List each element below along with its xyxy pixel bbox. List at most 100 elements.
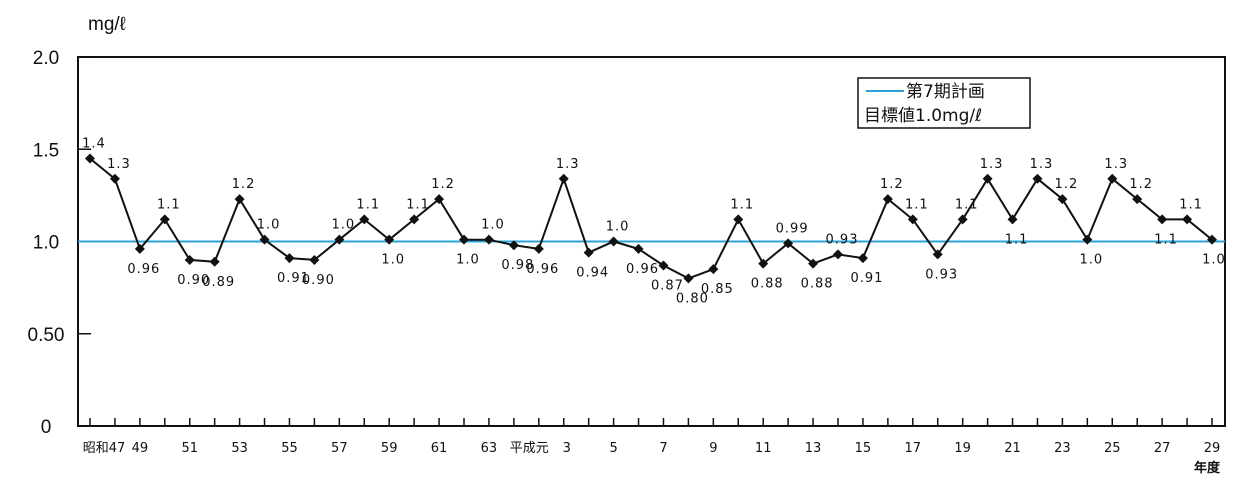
data-point <box>658 260 669 271</box>
x-tick-label: 27 <box>1154 441 1171 456</box>
data-point <box>184 254 195 265</box>
data-point <box>359 214 370 225</box>
data-label: 0.93 <box>826 232 859 247</box>
data-label: 0.90 <box>302 273 335 288</box>
data-point <box>1157 214 1168 225</box>
data-label: 1.1 <box>905 197 929 212</box>
data-point <box>758 258 769 269</box>
data-point <box>259 234 270 245</box>
y-tick-label: 1.0 <box>33 233 59 254</box>
data-label: 0.88 <box>801 277 834 292</box>
x-tick-label: 61 <box>431 441 448 456</box>
x-tick-label: 3 <box>563 441 571 456</box>
data-label: 0.94 <box>576 266 609 281</box>
series-line <box>89 157 1213 280</box>
data-point <box>334 234 345 245</box>
data-label: 1.0 <box>257 218 281 233</box>
data-label: 0.99 <box>776 221 809 236</box>
data-point <box>533 243 544 254</box>
data-label: 1.0 <box>481 218 505 233</box>
data-point <box>1207 234 1217 245</box>
data-point <box>857 253 868 264</box>
data-label: 1.3 <box>107 157 131 172</box>
data-label: 0.91 <box>850 271 883 286</box>
data-label: 1.0 <box>1079 253 1103 268</box>
x-tick-label: 29 <box>1204 441 1221 456</box>
y-tick-label: 0 <box>41 417 52 438</box>
data-label: 0.80 <box>676 291 709 306</box>
data-point <box>409 214 420 225</box>
data-label: 1.4 <box>82 136 106 151</box>
x-tick-label: 51 <box>181 441 198 456</box>
x-tick-label: 13 <box>805 441 822 456</box>
y-tick-label: 0.50 <box>28 325 65 346</box>
data-label: 1.3 <box>980 157 1004 172</box>
data-point <box>1182 214 1193 225</box>
x-tick-label: 49 <box>132 441 149 456</box>
data-label: 0.98 <box>501 258 534 273</box>
data-label: 0.96 <box>127 262 160 277</box>
x-tick-label: 21 <box>1004 441 1021 456</box>
legend: 第7期計画 目標値1.0mg/ℓ <box>857 77 1031 129</box>
data-point <box>683 273 694 284</box>
data-label: 1.1 <box>955 197 979 212</box>
data-point <box>808 258 819 269</box>
data-label: 1.2 <box>1055 177 1079 192</box>
data-point <box>833 249 843 260</box>
data-point <box>109 173 120 184</box>
x-axis-unit-label: 年度 <box>1194 460 1221 476</box>
data-point <box>932 249 943 260</box>
data-point <box>882 194 893 205</box>
legend-label-line2: 目標値1.0mg/ℓ <box>864 106 982 126</box>
x-tick-label: 23 <box>1054 441 1071 456</box>
x-tick-label: 11 <box>755 441 772 456</box>
y-tick-label: 2.0 <box>33 48 59 69</box>
data-label: 1.1 <box>1154 232 1178 247</box>
data-point <box>633 243 644 254</box>
y-axis-unit-label: mg/ℓ <box>88 14 126 35</box>
data-point <box>459 234 469 245</box>
data-point <box>1082 234 1093 245</box>
data-label: 1.1 <box>1005 232 1029 247</box>
data-label: 1.0 <box>1202 253 1226 268</box>
x-tick-label: 9 <box>709 441 717 456</box>
data-point <box>957 214 968 225</box>
data-label: 0.89 <box>202 275 235 290</box>
data-point <box>558 173 569 184</box>
data-label: 1.3 <box>556 157 580 172</box>
x-tick-label: 7 <box>659 441 667 456</box>
data-label: 1.2 <box>232 177 256 192</box>
data-label: 0.88 <box>751 277 784 292</box>
data-label: 1.0 <box>606 220 630 235</box>
data-label: 1.1 <box>356 197 380 212</box>
data-label: 0.87 <box>651 278 684 293</box>
data-point <box>1132 194 1143 205</box>
x-tick-label: 平成元 <box>510 441 549 456</box>
data-point <box>209 256 220 267</box>
x-axis: 昭和47 49 51 53 55 57 59 61 63 平成元 3 5 7 9 11 13 15 17 19 21 2… <box>83 418 1221 456</box>
x-tick-label: 15 <box>855 441 872 456</box>
data-label: 1.0 <box>381 253 405 268</box>
data-point <box>982 173 993 184</box>
data-label: 1.2 <box>880 177 904 192</box>
x-tick-label: 55 <box>281 441 298 456</box>
data-point <box>583 247 594 258</box>
x-tick-label: 53 <box>231 441 248 456</box>
x-tick-label: 17 <box>905 441 922 456</box>
data-label: 1.3 <box>1030 157 1054 172</box>
series-group <box>85 153 1217 284</box>
data-label: 1.0 <box>456 253 480 268</box>
data-label: 0.96 <box>526 262 559 277</box>
data-point <box>508 240 519 251</box>
data-point <box>1107 173 1118 184</box>
x-tick-label: 5 <box>609 441 617 456</box>
data-label: 1.2 <box>1129 177 1153 192</box>
x-tick-label: 25 <box>1104 441 1121 456</box>
data-point <box>234 194 245 205</box>
data-point <box>159 214 170 225</box>
x-tick-label: 昭和47 <box>83 441 126 456</box>
x-tick-label: 59 <box>381 441 398 456</box>
x-tick-label: 57 <box>331 441 348 456</box>
data-point <box>907 214 918 225</box>
